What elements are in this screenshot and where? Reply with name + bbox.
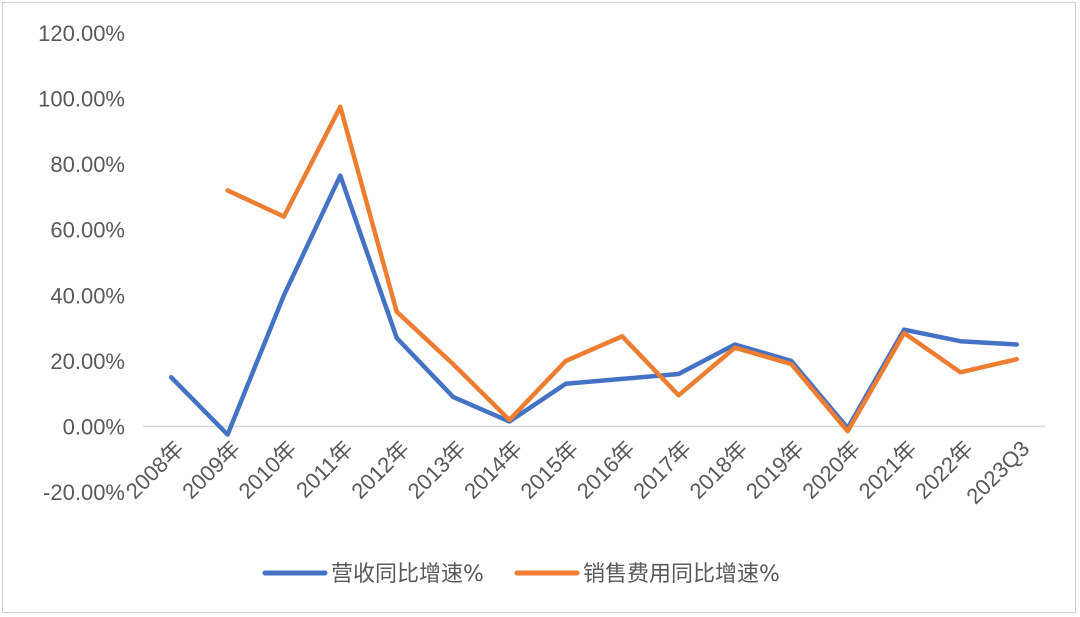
x-tick-label: 2016年: [572, 436, 640, 504]
y-tick-label: 80.00%: [50, 152, 125, 177]
y-tick-label: 40.00%: [50, 283, 125, 308]
x-tick-label: 2020年: [797, 436, 865, 504]
x-axis: 2008年2009年2010年2011年2012年2013年2014年2015年…: [121, 436, 1034, 509]
x-tick-label: 2015年: [515, 436, 583, 504]
x-tick-label: 2010年: [234, 436, 302, 504]
x-tick-label: 2013年: [403, 436, 471, 504]
legend: 营收同比增速% 销售费用同比增速%: [262, 562, 780, 587]
x-tick-label: 2014年: [459, 436, 527, 504]
series-2: [225, 104, 1020, 434]
x-tick-label: 2012年: [346, 436, 414, 504]
legend-label: 营收同比增速%: [331, 562, 484, 587]
y-tick-label: 100.00%: [38, 87, 125, 112]
y-tick-label: 20.00%: [50, 349, 125, 374]
x-tick-label: 2008年: [121, 436, 189, 504]
x-tick-label: 2019年: [741, 436, 809, 504]
y-tick-label: 120.00%: [38, 21, 125, 46]
y-tick-label: -20.00%: [43, 480, 125, 505]
series-line: [168, 173, 1020, 437]
x-tick-label: 2018年: [685, 436, 753, 504]
x-tick-label: 2009年: [177, 436, 245, 504]
y-tick-label: 0.00%: [63, 414, 125, 439]
y-axis: 120.00% 100.00% 80.00% 60.00% 40.00% 20.00% 0.…: [38, 21, 125, 505]
series-layer: [168, 104, 1020, 437]
x-tick-label: 2023Q3: [961, 436, 1034, 509]
legend-label: 销售费用同比增速%: [583, 562, 780, 587]
x-tick-label: 2011年: [291, 436, 358, 503]
y-tick-label: 60.00%: [50, 218, 125, 243]
x-tick-label: 2017年: [628, 436, 696, 504]
x-tick-label: 2021年: [854, 436, 922, 504]
series-1: [168, 173, 1020, 437]
series-line: [225, 104, 1020, 434]
